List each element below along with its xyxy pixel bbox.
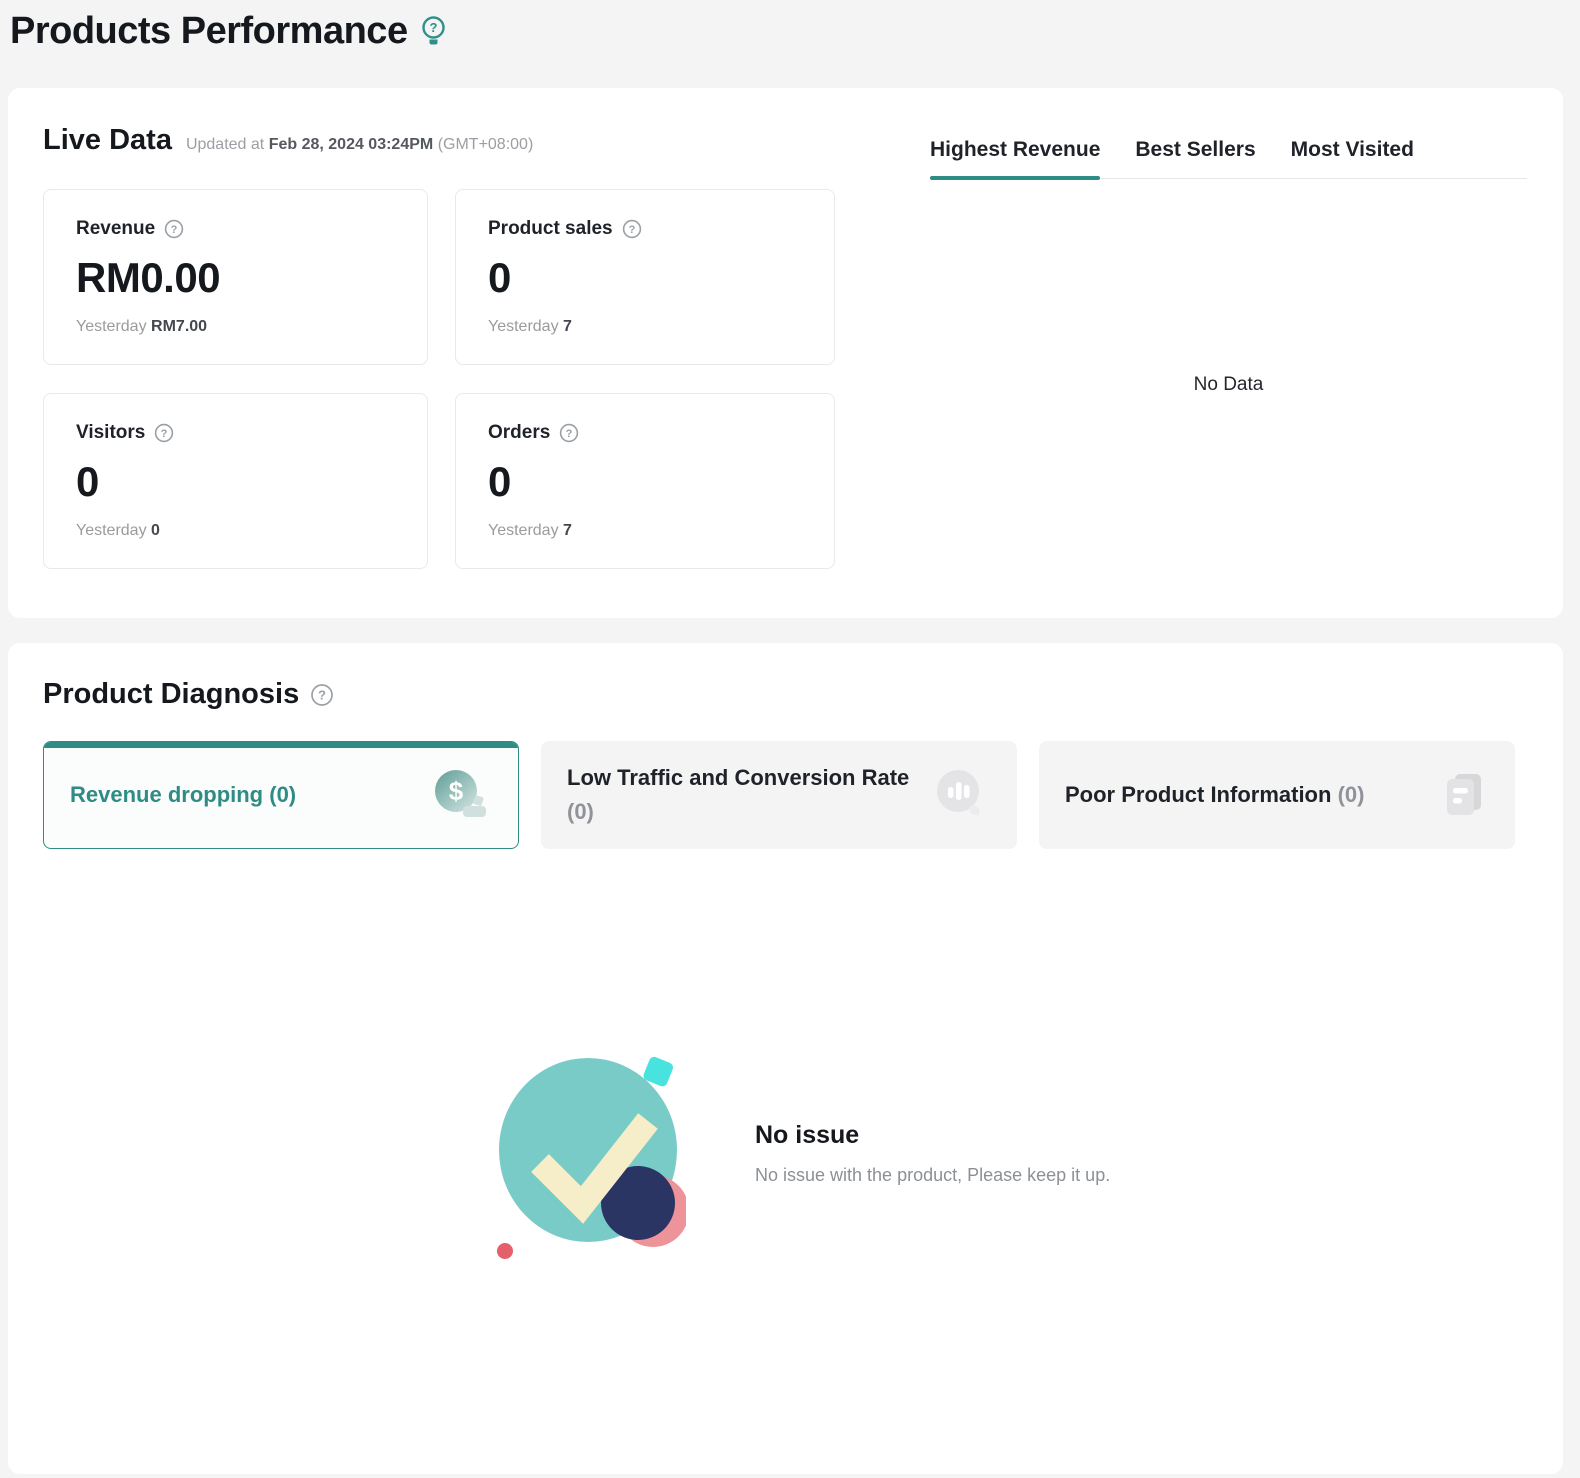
diagnosis-header: Product Diagnosis ? bbox=[43, 678, 334, 711]
help-circle-icon[interactable]: ? bbox=[154, 423, 174, 443]
help-circle-icon[interactable]: ? bbox=[622, 219, 642, 239]
svg-text:?: ? bbox=[171, 224, 178, 236]
metric-card-orders: Orders ? 0 Yesterday 7 bbox=[455, 393, 835, 569]
tab-most-visited[interactable]: Most Visited bbox=[1290, 138, 1414, 161]
svg-text:?: ? bbox=[161, 428, 168, 440]
live-data-title: Live Data bbox=[43, 124, 172, 156]
ranking-empty-text: No Data bbox=[1193, 374, 1264, 395]
metric-yesterday: Yesterday 0 bbox=[76, 522, 160, 539]
metric-yesterday: Yesterday RM7.00 bbox=[76, 318, 208, 335]
help-circle-icon[interactable]: ? bbox=[310, 683, 334, 707]
metric-label: Visitors bbox=[76, 422, 146, 443]
live-data-header: Live Data Updated at Feb 28, 2024 03:24P… bbox=[43, 124, 533, 157]
svg-text:?: ? bbox=[429, 20, 437, 35]
metric-card-product-sales: Product sales ? 0 Yesterday 7 bbox=[455, 189, 835, 365]
updated-time: Feb 28, 2024 03:24PM bbox=[268, 136, 434, 153]
diagnosis-title: Product Diagnosis bbox=[43, 678, 300, 710]
no-issue-title: No issue bbox=[755, 1121, 860, 1149]
updated-timestamp: Updated at Feb 28, 2024 03:24PM (GMT+08:… bbox=[185, 136, 534, 153]
metric-cards: Revenue ? RM0.00 Yesterday RM7.00 Produc… bbox=[43, 189, 835, 569]
svg-text:?: ? bbox=[628, 224, 635, 236]
diagnosis-card-low-traffic[interactable]: Low Traffic and Conversion Rate (0) bbox=[541, 741, 1017, 849]
help-circle-icon[interactable]: ? bbox=[559, 423, 579, 443]
metric-value: 0 bbox=[76, 458, 99, 505]
svg-text:?: ? bbox=[566, 428, 573, 440]
lightbulb-question-icon[interactable]: ? bbox=[420, 15, 447, 49]
metric-label: Revenue bbox=[76, 218, 156, 239]
traffic-chart-icon bbox=[935, 769, 987, 821]
diagnosis-card-revenue-dropping[interactable]: Revenue dropping (0) $ bbox=[43, 741, 519, 849]
metric-value: RM0.00 bbox=[76, 254, 221, 301]
page-header: Products Performance ? bbox=[10, 10, 447, 53]
diagnosis-card-label: Low Traffic and Conversion Rate (0) bbox=[567, 764, 910, 824]
no-issue-message: No issue No issue with the product, Plea… bbox=[755, 1121, 1110, 1186]
metric-value: 0 bbox=[488, 458, 511, 505]
page-title: Products Performance bbox=[10, 10, 408, 52]
money-coin-icon: $ bbox=[432, 769, 488, 821]
diagnosis-card-label: Poor Product Information (0) bbox=[1065, 781, 1365, 807]
metric-card-revenue: Revenue ? RM0.00 Yesterday RM7.00 bbox=[43, 189, 428, 365]
help-circle-icon[interactable]: ? bbox=[164, 219, 184, 239]
metric-label: Orders bbox=[488, 422, 551, 443]
product-diagnosis-panel: Product Diagnosis ? Revenue dropping (0) bbox=[8, 643, 1563, 1474]
no-issue-description: No issue with the product, Please keep i… bbox=[755, 1165, 1111, 1185]
diagnosis-card-label: Revenue dropping (0) bbox=[70, 781, 297, 807]
metric-yesterday: Yesterday 7 bbox=[488, 522, 572, 539]
tab-best-sellers[interactable]: Best Sellers bbox=[1135, 138, 1256, 161]
product-info-icon bbox=[1439, 770, 1485, 820]
live-data-panel: Live Data Updated at Feb 28, 2024 03:24P… bbox=[8, 88, 1563, 618]
ranking-tabs: Highest Revenue Best Sellers Most Visite… bbox=[930, 138, 1527, 180]
diagnosis-cards: Revenue dropping (0) $ bbox=[43, 741, 1515, 849]
svg-text:?: ? bbox=[318, 687, 326, 702]
metric-yesterday: Yesterday 7 bbox=[488, 318, 572, 335]
diagnosis-card-poor-product-info[interactable]: Poor Product Information (0) bbox=[1039, 741, 1515, 849]
metric-value: 0 bbox=[488, 254, 511, 301]
metric-card-visitors: Visitors ? 0 Yesterday 0 bbox=[43, 393, 428, 569]
metric-label: Product sales bbox=[488, 218, 613, 239]
no-issue-illustration bbox=[490, 1053, 689, 1270]
tab-highest-revenue[interactable]: Highest Revenue bbox=[930, 138, 1101, 180]
svg-text:$: $ bbox=[449, 776, 464, 806]
